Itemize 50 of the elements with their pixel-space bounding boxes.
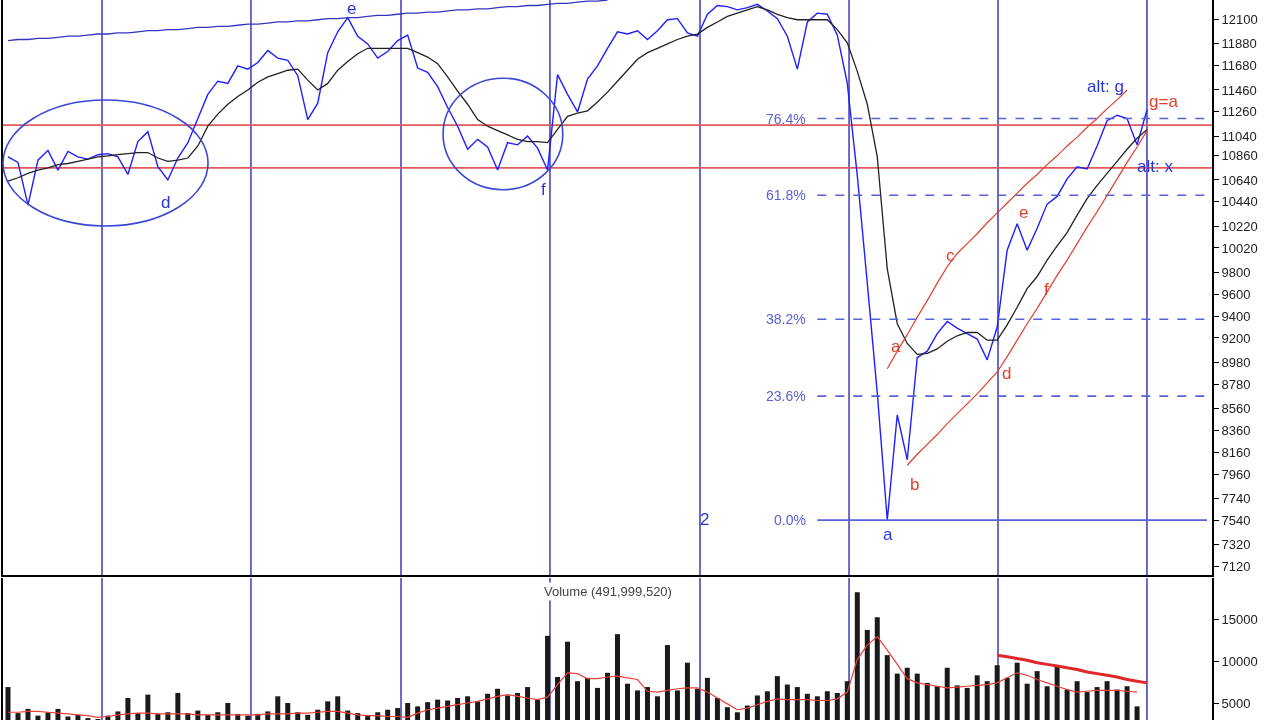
- annotation: 2: [700, 510, 710, 529]
- y-tick-label: 7320: [1221, 536, 1251, 552]
- y-tick-label: 7120: [1221, 558, 1251, 574]
- annotation: c: [946, 246, 955, 265]
- annotation: a: [891, 337, 901, 356]
- y-tick-label: 7540: [1221, 512, 1251, 528]
- y-tick-label: 10440: [1221, 194, 1258, 210]
- y-tick-label: 5000: [1221, 695, 1251, 711]
- y-tick-label: 10220: [1221, 218, 1258, 234]
- series-label: 61.8%: [766, 187, 806, 203]
- y-tick-label: 10640: [1221, 172, 1258, 188]
- annotation: a: [883, 525, 893, 544]
- y-tick-label: 9200: [1221, 330, 1251, 346]
- annotation: g=a: [1149, 92, 1179, 111]
- y-tick-label: 8780: [1221, 376, 1251, 392]
- line-series: [7, 636, 1138, 718]
- y-tick-label: 12100: [1221, 12, 1258, 28]
- annotation: e: [347, 0, 357, 18]
- y-tick-label: 15000: [1221, 611, 1258, 627]
- y-tick-label: 9400: [1221, 308, 1251, 324]
- y-tick-label: 8160: [1221, 444, 1251, 460]
- y-tick-label: 11680: [1221, 58, 1257, 74]
- y-tick-label: 10020: [1221, 240, 1258, 256]
- annotation: d: [1002, 364, 1012, 383]
- annotation: e: [1019, 203, 1029, 222]
- series-label: 23.6%: [766, 388, 806, 404]
- annotation: f: [541, 180, 546, 199]
- line-series: [995, 653, 1149, 685]
- series-label: 76.4%: [766, 111, 806, 127]
- y-tick-label: 11460: [1221, 82, 1257, 98]
- y-tick-label: 8560: [1221, 400, 1251, 416]
- y-tick-label: 8980: [1221, 354, 1251, 370]
- y-tick-label: 8360: [1221, 422, 1251, 438]
- y-tick-label: 9800: [1221, 264, 1251, 280]
- y-tick-label: 10860: [1221, 148, 1258, 164]
- y-tick-label: 7740: [1221, 490, 1251, 506]
- y-tick-label: 11880: [1221, 36, 1257, 52]
- y-tick-label: 9600: [1221, 286, 1251, 302]
- annotation: alt: g: [1087, 77, 1124, 96]
- line-series: [7, 0, 609, 42]
- annotation: f: [1044, 280, 1049, 299]
- y-tick-label: 7960: [1221, 466, 1251, 482]
- annotation: d: [161, 193, 171, 212]
- text: Volume (491,999,520): [544, 584, 672, 599]
- y-tick-label: 11260: [1221, 104, 1257, 120]
- y-tick-label: 11040: [1221, 128, 1257, 144]
- series-label: 0.0%: [774, 512, 806, 528]
- y-tick-label: 10000: [1221, 653, 1258, 669]
- annotation: b: [910, 475, 920, 494]
- series-label: 38.2%: [766, 311, 806, 327]
